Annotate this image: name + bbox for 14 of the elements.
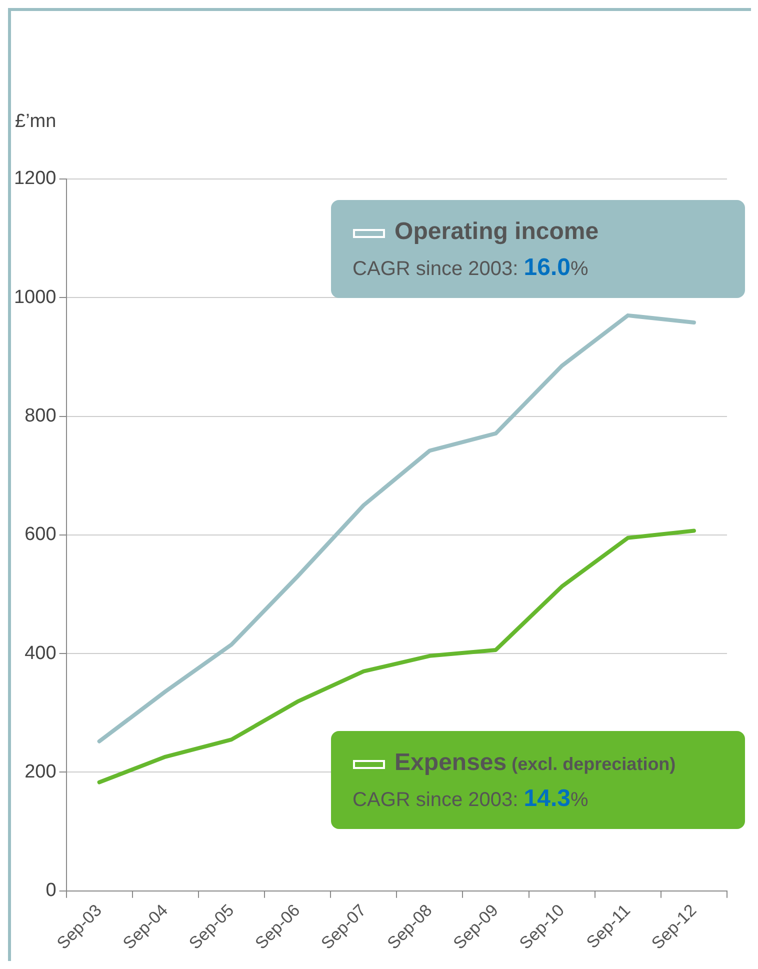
legend-label: Expenses (excl. depreciation) xyxy=(394,748,676,776)
annotation: CAGR since 2003: 14.3% xyxy=(352,784,588,812)
y-tick-label: 200 xyxy=(24,761,56,782)
y-tick-label: 1200 xyxy=(14,168,56,190)
y-tick-label: 800 xyxy=(24,406,56,427)
y-tick-label: 400 xyxy=(24,642,56,664)
y-tick-label: 0 xyxy=(46,880,56,902)
y-axis-title: £’mn xyxy=(15,111,56,133)
y-tick-label: 600 xyxy=(24,524,56,546)
y-tick-label: 1000 xyxy=(14,286,56,308)
callout-box: Expenses (excl. depreciation) CAGR since 2003: 14.3% xyxy=(330,730,745,829)
callout-box: Operating income CAGR since 2003: 16.0% xyxy=(330,200,745,298)
legend-label: Operating income xyxy=(394,218,599,245)
annotation: CAGR since 2003: 16.0% xyxy=(352,254,588,281)
